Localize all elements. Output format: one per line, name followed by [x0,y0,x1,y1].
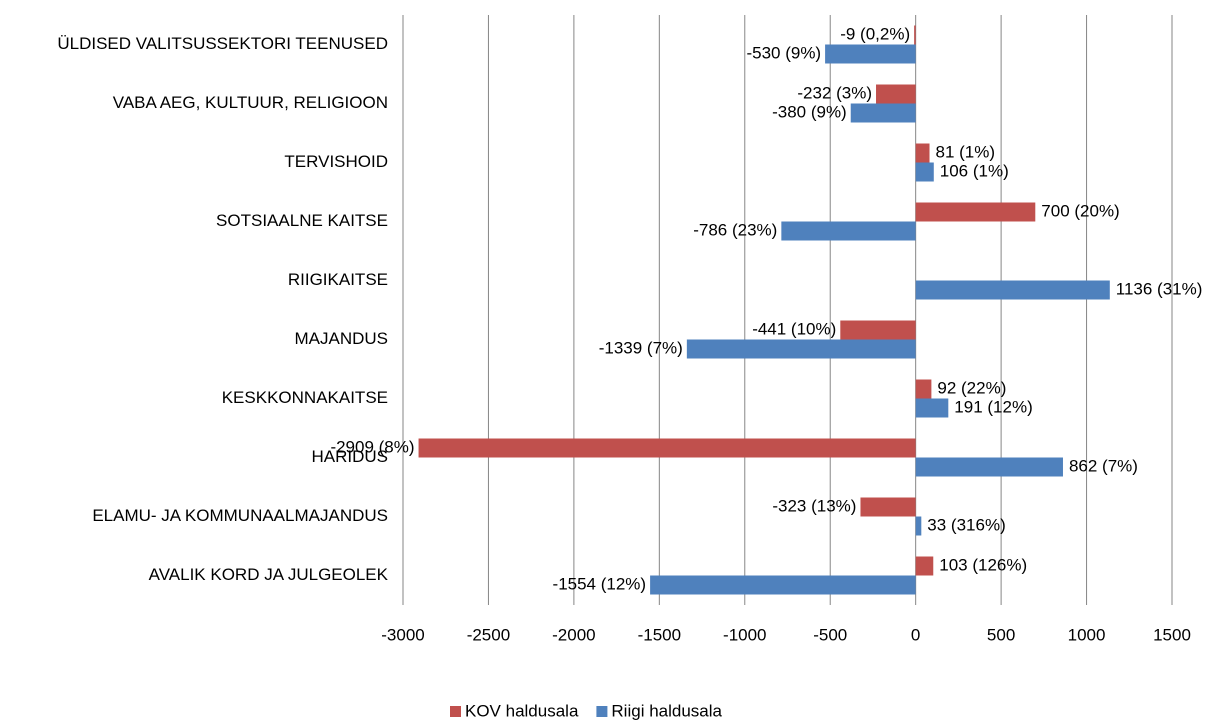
bar [915,202,1036,222]
data-label: 862 (7%) [1069,456,1138,475]
data-label: 700 (20%) [1041,201,1119,220]
data-label: -9 (0,2%) [840,24,910,43]
legend-label: KOV haldusala [465,701,579,720]
data-label: -441 (10%) [752,319,836,338]
bar [850,103,916,123]
data-label: 1136 (31%) [1116,279,1203,298]
bar [915,516,922,536]
data-label: -786 (23%) [693,220,777,239]
data-label: -530 (9%) [746,43,821,62]
data-label: 33 (316%) [927,515,1005,534]
x-tick-label: -1500 [638,625,681,644]
data-label: 106 (1%) [940,161,1009,180]
bar [915,379,932,399]
data-label: 81 (1%) [936,142,996,161]
legend-swatch [596,706,608,717]
x-tick-label: 1500 [1153,625,1191,644]
bar [686,339,916,359]
bar [915,398,949,418]
x-tick-label: -3000 [381,625,424,644]
bar [860,497,916,517]
x-tick-label: 500 [987,625,1015,644]
bar [915,280,1110,300]
y-tick-label: VABA AEG, KULTUUR, RELIGIOON [113,93,388,112]
bar [781,221,916,241]
x-tick-label: -2500 [467,625,510,644]
bar [840,320,916,340]
bar [418,438,916,458]
legend-swatch [450,706,461,717]
x-tick-label: -2000 [552,625,595,644]
x-tick-label: 0 [911,625,920,644]
data-label: -1554 (12%) [553,574,647,593]
bar [914,25,916,45]
bar [915,162,934,182]
data-label: -323 (13%) [772,496,856,515]
legend-label: Riigi haldusala [611,701,722,720]
y-tick-label: HARIDUS [311,447,388,466]
bar [825,44,916,64]
x-tick-label: -1000 [723,625,766,644]
data-label: 191 (12%) [954,397,1032,416]
data-label: 92 (22%) [937,378,1006,397]
y-tick-label: ÜLDISED VALITSUSSEKTORI TEENUSED [57,34,388,53]
data-label: -2909 (8%) [330,437,414,456]
x-tick-label: 1000 [1068,625,1106,644]
y-tick-label: KESKKONNAKAITSE [222,388,388,407]
y-tick-label: AVALIK KORD JA JULGEOLEK [149,565,389,584]
y-tick-label: MAJANDUS [294,329,388,348]
data-label: 103 (126%) [939,555,1027,574]
data-label: -1339 (7%) [599,338,683,357]
bar [876,84,916,104]
bar [915,143,930,163]
y-tick-label: SOTSIAALNE KAITSE [216,211,388,230]
bar [915,457,1063,477]
data-label: -232 (3%) [797,83,872,102]
bar [915,556,934,576]
y-tick-label: ELAMU- JA KOMMUNAALMAJANDUS [92,506,388,525]
y-tick-label: TERVISHOID [284,152,388,171]
y-tick-label: RIIGIKAITSE [288,270,388,289]
bar [650,575,916,595]
x-tick-label: -500 [813,625,847,644]
data-label: -380 (9%) [772,102,847,121]
